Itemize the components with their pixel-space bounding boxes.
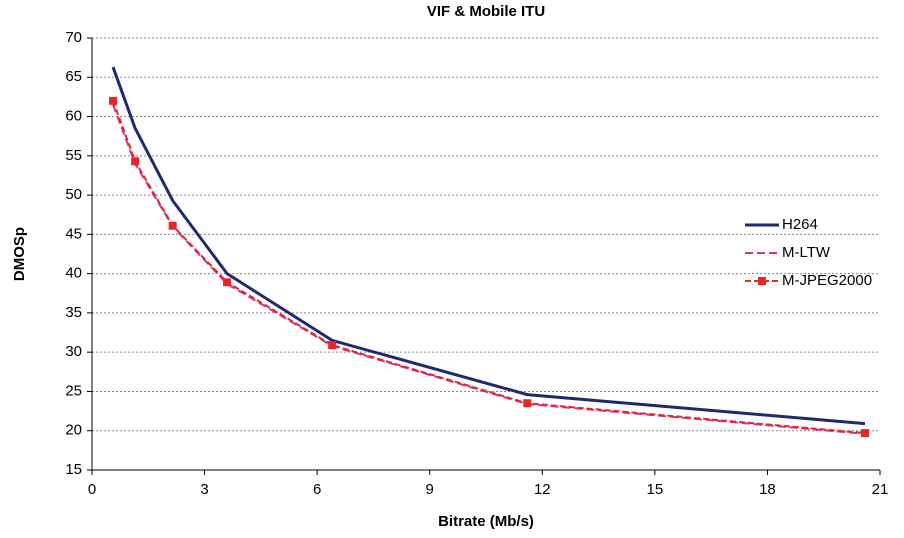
y-tick-label: 50 [65, 186, 82, 203]
y-tick-label: 15 [65, 461, 82, 478]
y-tick-label: 55 [65, 147, 82, 164]
point-marker [223, 278, 232, 287]
series-line [111, 66, 866, 426]
y-tick-label: 60 [65, 108, 82, 125]
y-tick-label: 40 [65, 265, 82, 282]
y-tick-label: 25 [65, 382, 82, 399]
x-axis-label: Bitrate (Mb/s) [438, 513, 534, 530]
point-marker [328, 341, 337, 350]
chart-title: VIF & Mobile ITU [427, 3, 545, 20]
legend-label: M-JPEG2000 [782, 272, 872, 289]
y-tick-label: 65 [65, 68, 82, 85]
y-tick-label: 45 [65, 225, 82, 242]
legend-label: M-LTW [782, 244, 831, 261]
x-tick-label: 0 [88, 481, 96, 498]
point-marker [109, 96, 118, 105]
legend-marker [758, 277, 766, 285]
point-marker [168, 221, 177, 230]
x-tick-label: 6 [313, 481, 321, 498]
x-tick-label: 3 [200, 481, 208, 498]
y-tick-label: 30 [65, 343, 82, 360]
y-tick-label: 35 [65, 304, 82, 321]
point-marker [523, 399, 532, 408]
x-tick-label: 9 [426, 481, 434, 498]
x-tick-label: 18 [759, 481, 776, 498]
x-tick-label: 12 [534, 481, 551, 498]
y-tick-label: 20 [65, 422, 82, 439]
x-tick-label: 21 [872, 481, 889, 498]
y-axis-label: DMOSp [11, 227, 28, 281]
point-marker [860, 429, 869, 438]
legend-label: H264 [782, 216, 818, 233]
x-tick-label: 15 [647, 481, 664, 498]
y-tick-label: 70 [65, 29, 82, 46]
point-marker [131, 157, 140, 166]
